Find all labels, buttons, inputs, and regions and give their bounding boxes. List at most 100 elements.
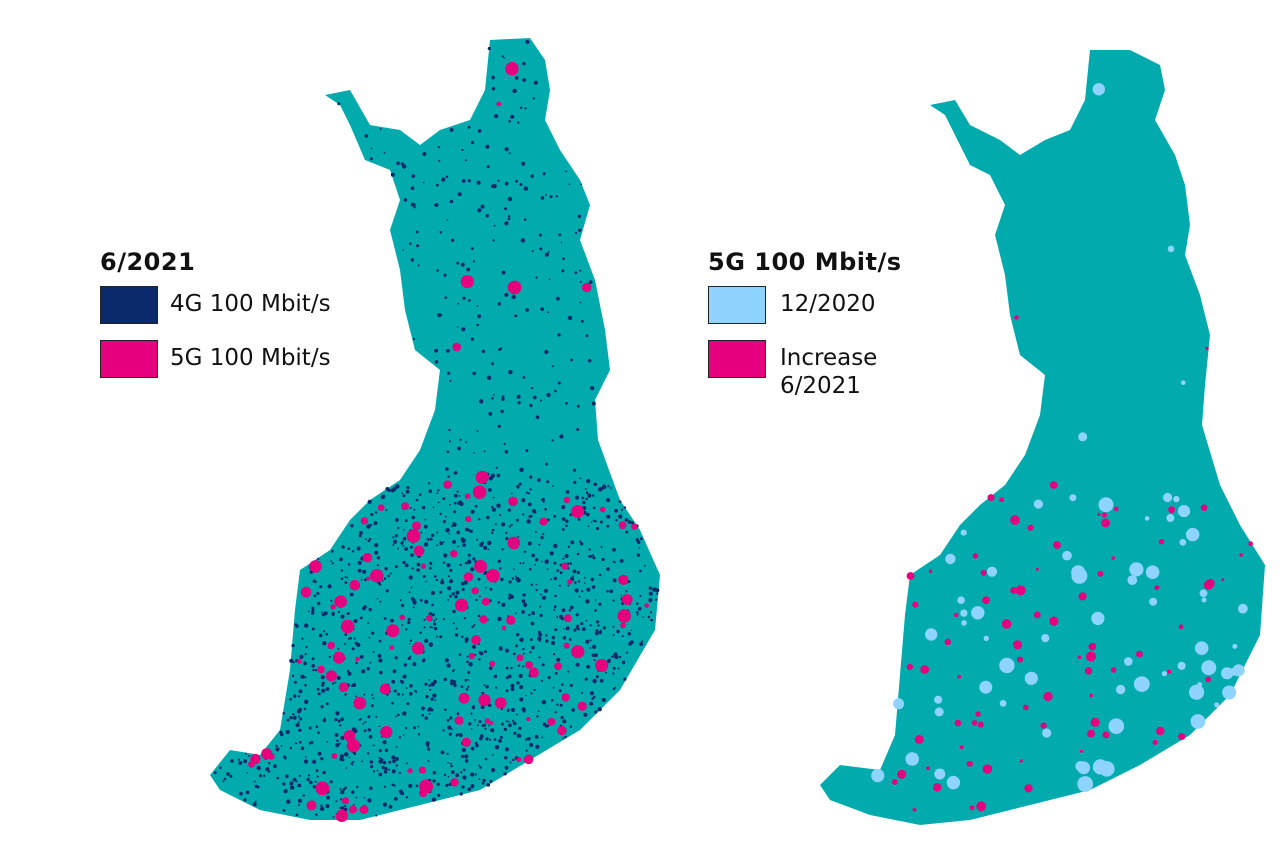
coverage-spot	[434, 203, 439, 207]
coverage-spot	[353, 637, 356, 640]
coverage-spot	[402, 249, 404, 251]
coverage-spot	[496, 473, 501, 478]
coverage-spot	[402, 164, 407, 169]
coverage-spot	[472, 260, 475, 263]
coverage-spot	[598, 573, 602, 577]
coverage-spot	[379, 683, 391, 695]
coverage-spot	[561, 517, 566, 521]
coverage-spot	[436, 531, 439, 534]
coverage-spot	[617, 667, 620, 670]
coverage-spot	[322, 770, 326, 775]
coverage-spot	[423, 618, 426, 621]
coverage-spot	[331, 562, 334, 565]
coverage-spot	[470, 772, 475, 777]
coverage-spot	[567, 315, 573, 321]
coverage-spot	[1205, 346, 1209, 351]
coverage-spot	[332, 816, 335, 819]
coverage-spot	[339, 798, 343, 801]
coverage-spot	[320, 705, 324, 709]
coverage-spot	[1154, 585, 1160, 591]
coverage-spot	[342, 788, 346, 791]
coverage-spot	[392, 759, 396, 764]
coverage-spot	[586, 512, 590, 517]
coverage-spot	[627, 580, 631, 583]
coverage-spot	[379, 670, 383, 675]
coverage-spot	[456, 712, 460, 716]
coverage-spot	[1077, 761, 1091, 775]
coverage-spot	[1167, 245, 1175, 253]
coverage-spot	[636, 611, 639, 614]
coverage-spot	[394, 565, 398, 569]
coverage-spot	[562, 628, 565, 630]
coverage-spot	[383, 785, 387, 788]
coverage-spot	[541, 497, 545, 502]
coverage-spot	[558, 233, 562, 237]
coverage-spot	[337, 102, 341, 106]
coverage-spot	[576, 404, 580, 408]
coverage-spot	[298, 804, 300, 806]
coverage-spot	[410, 258, 415, 262]
5g-increase-areas	[892, 315, 1253, 812]
coverage-spot	[421, 505, 426, 510]
coverage-spot	[589, 701, 594, 706]
coverage-spot	[357, 568, 362, 573]
coverage-spot	[1129, 562, 1144, 577]
coverage-spot	[501, 395, 505, 399]
coverage-spot	[341, 545, 345, 549]
coverage-spot	[521, 707, 526, 712]
coverage-spot	[415, 230, 419, 234]
coverage-spot	[355, 656, 360, 662]
coverage-spot	[403, 198, 408, 202]
coverage-spot	[460, 262, 465, 267]
coverage-spot	[326, 795, 330, 800]
coverage-spot	[428, 482, 431, 485]
coverage-spot	[312, 580, 316, 583]
coverage-spot	[399, 679, 403, 683]
coverage-spot	[387, 489, 391, 492]
coverage-spot	[564, 553, 569, 559]
coverage-spot	[474, 504, 478, 508]
coverage-spot	[319, 585, 323, 589]
coverage-spot	[556, 296, 560, 301]
coverage-spot	[647, 615, 651, 619]
coverage-spot	[1222, 685, 1237, 700]
coverage-spot	[409, 507, 412, 509]
coverage-spot	[586, 479, 591, 484]
coverage-spot	[523, 600, 525, 603]
coverage-spot	[339, 806, 342, 810]
coverage-spot	[581, 692, 583, 694]
coverage-spot	[507, 508, 511, 512]
coverage-spot	[1033, 499, 1043, 509]
coverage-spot	[934, 707, 944, 717]
finland-land-right	[820, 50, 1265, 825]
coverage-spot	[487, 540, 492, 546]
coverage-spot	[617, 609, 631, 623]
coverage-spot	[378, 749, 382, 753]
coverage-spot	[571, 708, 575, 712]
coverage-spot	[244, 752, 247, 755]
coverage-spot	[347, 547, 351, 550]
coverage-spot	[428, 684, 432, 687]
coverage-spot	[457, 545, 459, 548]
coverage-spot	[486, 783, 491, 787]
coverage-spot	[425, 694, 429, 699]
coverage-spot	[541, 595, 547, 600]
coverage-spot	[618, 521, 627, 530]
coverage-spot	[977, 721, 984, 728]
coverage-spot	[1108, 718, 1125, 734]
coverage-spot	[423, 524, 428, 529]
coverage-spot	[454, 716, 464, 725]
coverage-spot	[568, 183, 571, 186]
coverage-spot	[498, 348, 501, 351]
coverage-spot	[546, 568, 549, 571]
coverage-spot	[343, 807, 348, 812]
coverage-spot	[400, 603, 405, 608]
coverage-spot	[447, 775, 450, 778]
coverage-spot	[1016, 656, 1023, 663]
coverage-spot	[427, 747, 431, 751]
coverage-spot	[1156, 726, 1165, 736]
coverage-spot	[454, 501, 457, 505]
coverage-spot	[424, 638, 429, 644]
coverage-spot	[334, 595, 347, 608]
coverage-spot	[463, 580, 468, 585]
